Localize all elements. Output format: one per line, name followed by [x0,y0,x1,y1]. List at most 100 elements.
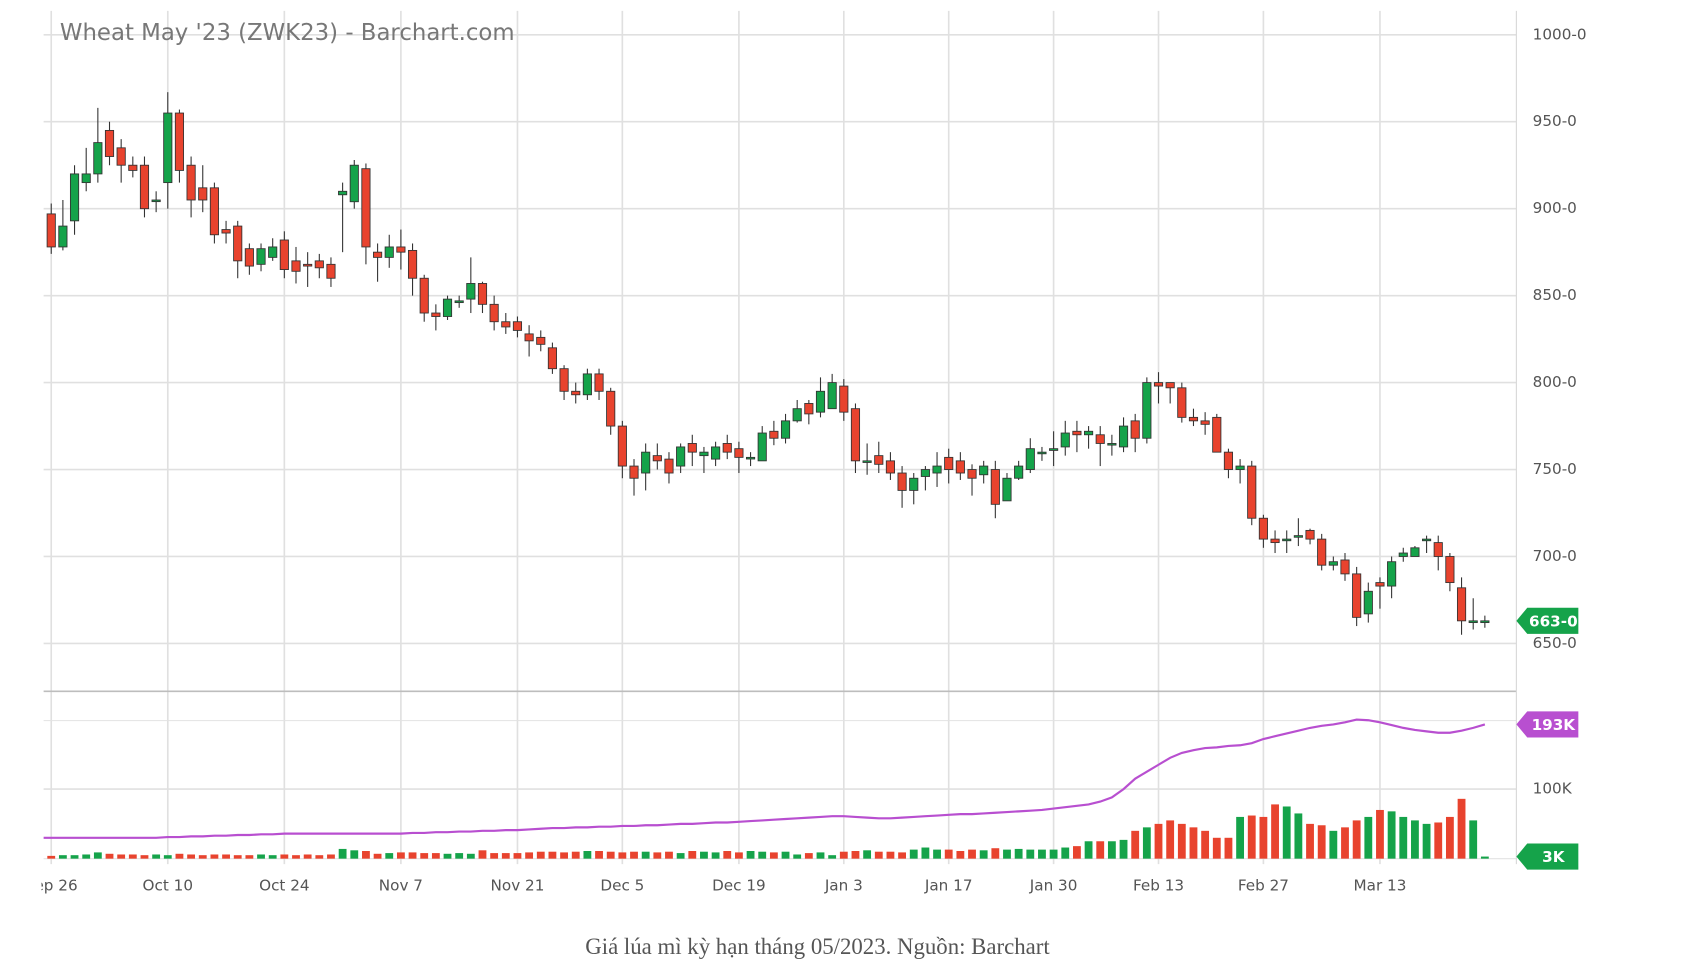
volume-bar [501,853,510,859]
volume-bar [583,851,592,859]
y-tick-label: 650-0 [1533,634,1577,652]
volume-bar [723,851,732,859]
volume-bar [1212,837,1221,859]
volume-tick-label: 100K [1533,780,1573,798]
volume-bar [315,855,324,859]
volume-bar [653,852,662,859]
volume-bar [1411,820,1419,859]
last-value-flag [1516,607,1579,634]
plot: Sep 26 Oct 10 Oct 24 Nov 7 Nov 21 Dec 5 Dec 19… [41,92,1490,894]
candle-body [676,446,686,467]
volume-bar [1107,841,1116,859]
x-tick-label: Nov 21 [491,876,545,894]
candle-body [233,225,243,262]
candle-body [955,460,965,474]
candle-body [885,460,895,474]
volume-bar [82,854,91,859]
volume-bar [1329,830,1338,859]
x-tick-label: Dec 19 [712,876,766,894]
volume-bar [350,850,359,859]
candle-body [979,465,989,476]
volume-bar [1434,822,1443,859]
volume-bar [944,849,953,859]
volume-bar [804,853,813,859]
candle-body [839,385,849,413]
candle-body [757,432,767,462]
candle-body [244,248,254,267]
volume-bar [187,854,196,859]
volume-bar [490,853,499,859]
volume-bar [641,851,650,859]
candle-body [338,190,348,196]
x-tick-label: Oct 24 [259,876,309,894]
caption: Giá lúa mì kỳ hạn tháng 05/2023. Nguồn: … [585,934,1050,959]
volume-bar [525,852,534,859]
volume-bar [408,852,417,859]
volume-bar [909,849,918,859]
volume-bar [874,851,883,859]
volume-bar [711,852,720,859]
candle-body [1480,620,1490,624]
volume-bar [396,852,405,859]
candle-body [1037,451,1047,455]
candle-body [897,472,907,491]
candle-body [862,460,872,463]
volume-bar [1026,849,1035,859]
candle-body [1422,538,1432,542]
candle-body [384,246,394,258]
volume-bar [1073,846,1081,859]
candle-body [967,469,977,479]
candle-body [256,248,266,265]
volume-bar [1166,820,1175,859]
volume-bar [268,855,277,859]
volume-bar [1154,823,1163,859]
candle-body [58,225,68,248]
candle-body [1363,590,1373,615]
candle-body [769,430,779,439]
volume-bar [1014,848,1023,859]
grid [43,10,1517,865]
last-value-flag [1516,711,1579,738]
candle-body [396,246,406,253]
volume-bar [793,854,802,859]
candle-body [1025,448,1035,470]
volume-bar [688,851,697,859]
candle-body [419,277,429,314]
volume-bar [676,853,685,859]
candle-body [1282,538,1292,542]
candle-body [407,249,418,279]
volume-bar [571,851,580,859]
volume-bar [758,851,767,859]
volume-bar [362,851,370,859]
volume-bar [70,855,79,859]
candle-body [664,458,674,474]
volume-bar [665,851,673,859]
candle-body [1118,425,1129,448]
x-tick-label: Nov 7 [379,876,423,894]
candle-body [1235,465,1245,470]
candle-body [792,408,802,422]
candle-body [1153,382,1164,387]
volume-bar [1364,816,1373,859]
volume-bar [606,851,615,859]
volume-bar [886,851,895,859]
candle-body [314,260,324,269]
volume-bar [1201,830,1210,859]
candle-body [477,283,488,305]
candle-body [1340,559,1350,575]
x-tick-label: Jan 30 [1029,876,1078,894]
candle-body [699,451,709,457]
x-tick-label: Oct 10 [143,876,193,894]
volume-bar [1352,820,1361,859]
volume-bar [816,852,825,859]
candle-body [69,173,80,222]
candle-body [291,260,301,272]
candle-body [1002,477,1012,502]
candle-body [1293,535,1303,538]
volume-bar [455,853,464,859]
candle-body [850,408,861,462]
volume-bar [327,854,335,859]
volume-bar [769,852,778,859]
volume-bar [373,853,382,859]
